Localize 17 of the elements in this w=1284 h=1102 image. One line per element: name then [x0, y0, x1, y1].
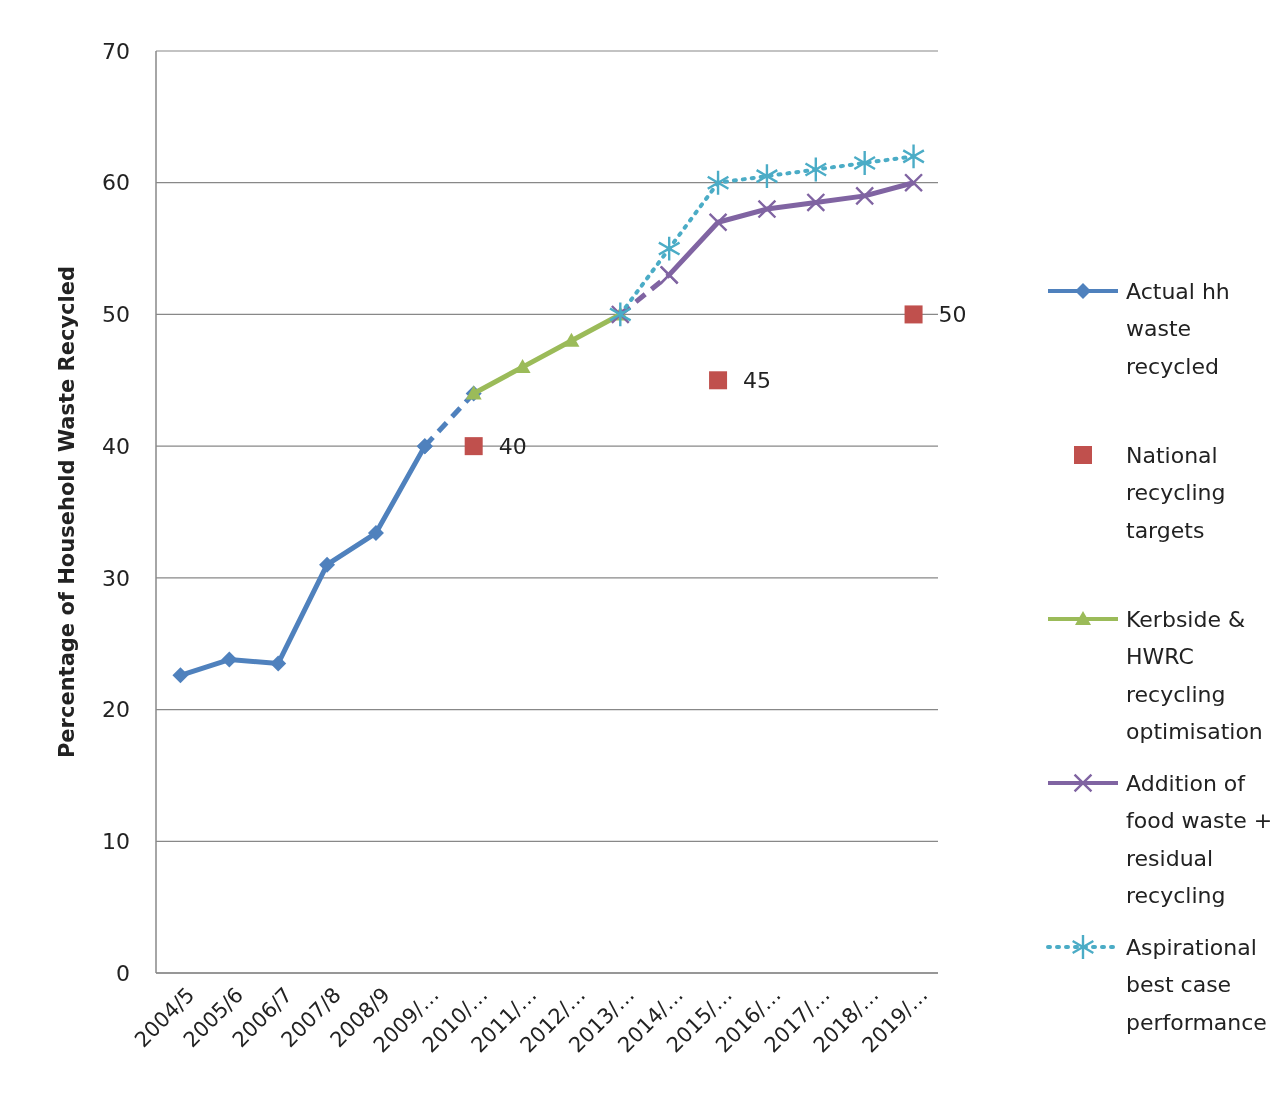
- data-label: 45: [743, 367, 772, 393]
- y-tick-label: 50: [102, 302, 130, 328]
- y-tick-label: 10: [102, 828, 130, 854]
- y-axis-title: Percentage of Household Waste Recycled: [55, 265, 79, 759]
- legend-label: Addition of food waste + residual recycling: [1126, 770, 1273, 909]
- legend-label: Kerbside & HWRC recycling optimisation: [1126, 606, 1263, 745]
- y-tick-label: 0: [116, 960, 130, 986]
- y-tick-label: 30: [102, 565, 130, 591]
- y-tick-label: 70: [102, 38, 130, 64]
- y-tick-label: 40: [102, 433, 130, 459]
- data-label: 50: [938, 302, 967, 328]
- legend-label: Aspirational best case performance: [1126, 934, 1267, 1035]
- legend-label: National recycling targets: [1126, 442, 1226, 543]
- data-label: 40: [498, 433, 527, 459]
- y-tick-label: 20: [102, 697, 130, 723]
- y-tick-label: 60: [102, 170, 130, 196]
- legend-label: Actual hh waste recycled: [1126, 278, 1230, 379]
